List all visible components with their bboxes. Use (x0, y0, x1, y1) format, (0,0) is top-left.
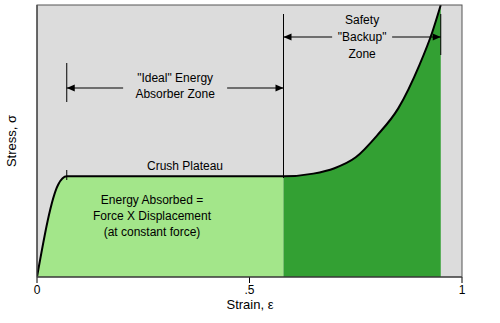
svg-text:Safety: Safety (345, 13, 379, 27)
svg-text:Absorber Zone: Absorber Zone (135, 87, 215, 101)
svg-text:"Backup": "Backup" (338, 30, 387, 44)
svg-text:Force X Displacement: Force X Displacement (93, 209, 212, 223)
svg-text:Strain, ε: Strain, ε (227, 297, 274, 312)
svg-text:"Ideal" Energy: "Ideal" Energy (137, 71, 213, 85)
svg-text:(at constant force): (at constant force) (104, 225, 201, 239)
svg-text:0: 0 (34, 283, 41, 297)
svg-text:.5: .5 (244, 283, 254, 297)
svg-text:Energy Absorbed =: Energy Absorbed = (101, 193, 203, 207)
svg-text:Zone: Zone (348, 47, 376, 61)
svg-text:Stress, σ: Stress, σ (8, 115, 19, 167)
svg-text:Crush Plateau: Crush Plateau (147, 159, 223, 173)
svg-text:1: 1 (459, 283, 466, 297)
